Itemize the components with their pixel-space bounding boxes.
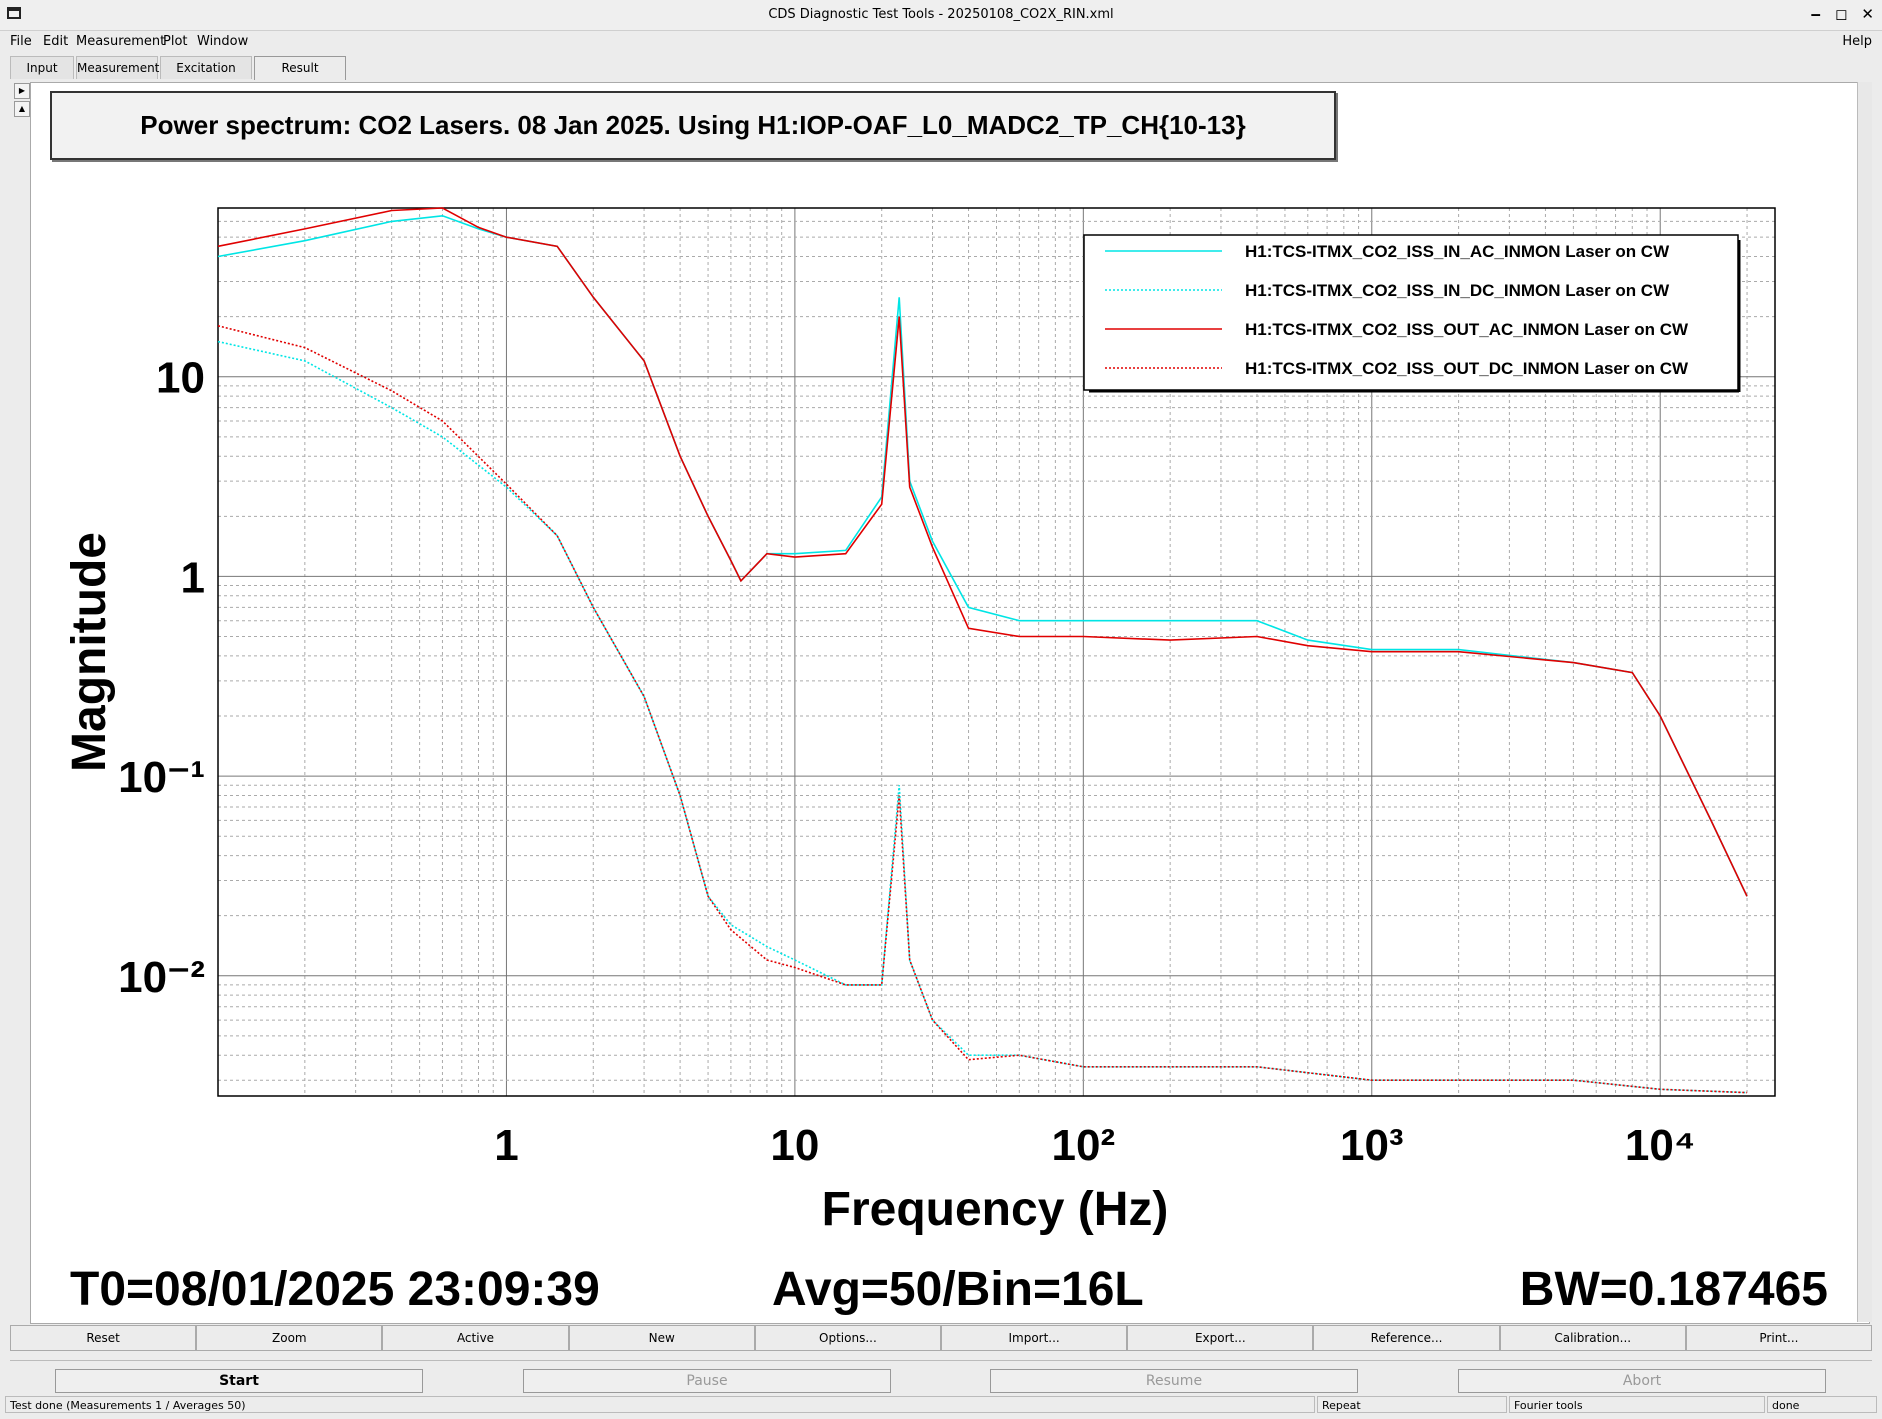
status-bar: Test done (Measurements 1 / Averages 50)… xyxy=(5,1396,1877,1414)
menu-bar: File Edit Measurement Plot Window Help xyxy=(0,31,1882,53)
zoom-button[interactable]: Zoom xyxy=(196,1325,383,1351)
vertical-scrollbar[interactable] xyxy=(1857,82,1872,1322)
menu-measurement[interactable]: Measurement xyxy=(76,34,166,49)
tab-excitation[interactable]: Excitation xyxy=(160,56,252,79)
options-button[interactable]: Options... xyxy=(754,1325,942,1351)
menu-window[interactable]: Window xyxy=(197,34,249,49)
minimize-icon[interactable]: ‒ xyxy=(1810,5,1821,23)
app-icon xyxy=(7,7,21,19)
pause-button[interactable]: Pause xyxy=(523,1369,891,1393)
import-button[interactable]: Import... xyxy=(941,1325,1128,1351)
close-icon[interactable]: ✕ xyxy=(1861,5,1874,23)
control-row: Start Pause Resume Abort xyxy=(10,1360,1872,1397)
t0-label: T0=08/01/2025 23:09:39 xyxy=(70,1263,600,1316)
pad-arrows: ▶ ▲ xyxy=(14,83,30,119)
status-message: Test done (Measurements 1 / Averages 50) xyxy=(5,1396,1315,1413)
export-button[interactable]: Export... xyxy=(1127,1325,1314,1351)
status-tool: Fourier tools xyxy=(1509,1396,1765,1413)
tab-input[interactable]: Input xyxy=(10,56,74,79)
plot-pad[interactable] xyxy=(30,82,1870,1324)
collapse-arrow-icon[interactable]: ▲ xyxy=(14,101,30,117)
tab-result[interactable]: Result xyxy=(254,56,346,80)
expand-arrow-icon[interactable]: ▶ xyxy=(14,83,30,99)
tab-measurement[interactable]: Measurement xyxy=(76,56,159,79)
menu-edit[interactable]: Edit xyxy=(43,34,69,49)
menu-help[interactable]: Help xyxy=(1842,34,1872,49)
print-button[interactable]: Print... xyxy=(1685,1325,1873,1351)
status-mode: Repeat xyxy=(1317,1396,1507,1413)
window-title: CDS Diagnostic Test Tools - 20250108_CO2… xyxy=(768,7,1114,22)
window-titlebar: CDS Diagnostic Test Tools - 20250108_CO2… xyxy=(0,0,1882,31)
avg-label: Avg=50/Bin=16L xyxy=(772,1263,1144,1316)
tab-bar: Input Measurement Excitation Result xyxy=(10,56,348,80)
abort-button[interactable]: Abort xyxy=(1458,1369,1826,1393)
reference-button[interactable]: Reference... xyxy=(1313,1325,1500,1351)
menu-plot[interactable]: Plot xyxy=(163,34,188,49)
resume-button[interactable]: Resume xyxy=(990,1369,1358,1393)
new-button[interactable]: New xyxy=(568,1325,755,1351)
active-button[interactable]: Active xyxy=(382,1325,569,1351)
menu-file[interactable]: File xyxy=(10,34,32,49)
maximize-icon[interactable]: ◻ xyxy=(1834,5,1848,23)
calibration-button[interactable]: Calibration... xyxy=(1499,1325,1686,1351)
status-state: done xyxy=(1767,1396,1877,1413)
plot-button-row: Reset Zoom Active New Options... Import.… xyxy=(10,1325,1873,1351)
bw-label: BW=0.187465 xyxy=(1519,1263,1828,1316)
plot-title: Power spectrum: CO2 Lasers. 08 Jan 2025.… xyxy=(50,91,1336,160)
start-button[interactable]: Start xyxy=(55,1369,423,1393)
reset-button[interactable]: Reset xyxy=(10,1325,197,1351)
